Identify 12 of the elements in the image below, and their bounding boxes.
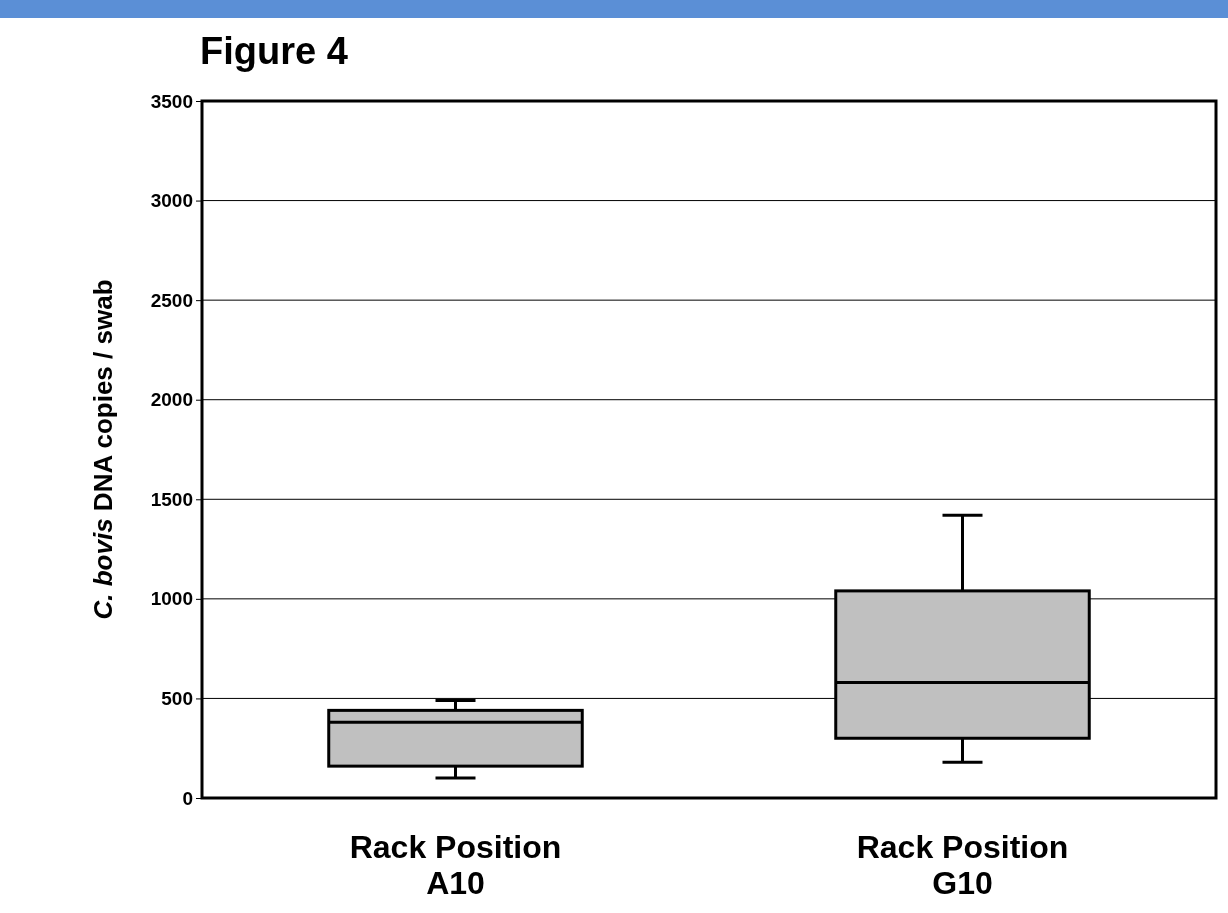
y-tick-label: 500 (161, 688, 193, 710)
x-tick-label: Rack Position A10 (349, 829, 562, 901)
y-tick-label: 2500 (150, 289, 193, 311)
y-tick-label: 3500 (150, 90, 193, 112)
y-tick-label: 2000 (150, 389, 193, 411)
chart-title: Figure 4 (200, 30, 348, 72)
y-tick-label: 3000 (150, 190, 193, 212)
y-axis-title: C. bovis DNA copies / swab (88, 279, 118, 620)
y-tick-label: 1000 (150, 588, 193, 610)
y-tick-label: 0 (182, 787, 193, 809)
y-tick-label: 1500 (150, 488, 193, 510)
x-tick-label: Rack Position G10 (856, 829, 1069, 901)
